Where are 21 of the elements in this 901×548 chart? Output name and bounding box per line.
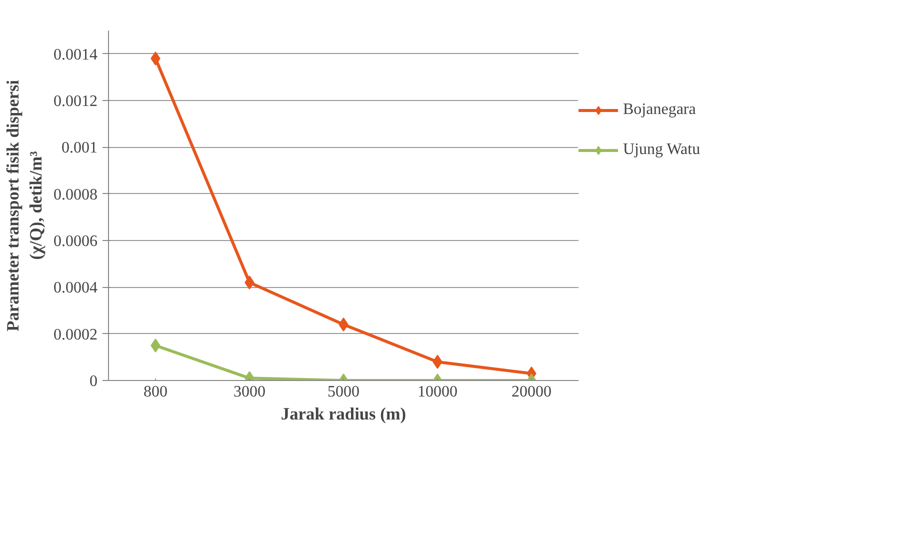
legend-label: Bojanegara	[623, 101, 696, 119]
y-tick-label: 0.001	[62, 140, 98, 157]
point	[338, 318, 348, 332]
x-axis-title: Jarak radius (m)	[280, 404, 406, 424]
legend-label: Ujung Watu	[623, 141, 700, 159]
x-tick-label: 5000	[328, 384, 360, 400]
y-tick-label: 0.0004	[54, 280, 98, 297]
point	[150, 338, 160, 352]
y-tick-label: 0.0012	[54, 93, 98, 110]
x-tick-label: 20000	[512, 384, 552, 400]
y-tick-label: 0.0002	[54, 326, 98, 344]
x-tick-label: 3000	[234, 384, 266, 400]
y-axis-title: Parameter transport fisik dispersi (χ/Q), detik/m³	[4, 80, 46, 332]
x-tick-label: 800	[144, 384, 168, 400]
y-tick-label: 0.0006	[54, 233, 98, 250]
y-tick-label: 0.0014	[54, 46, 98, 64]
point	[244, 276, 254, 290]
point	[150, 52, 160, 66]
x-tick-label: 10000	[418, 384, 458, 400]
y-tick-label: 0.0008	[54, 186, 98, 204]
y-tick-label: 0	[90, 373, 98, 390]
